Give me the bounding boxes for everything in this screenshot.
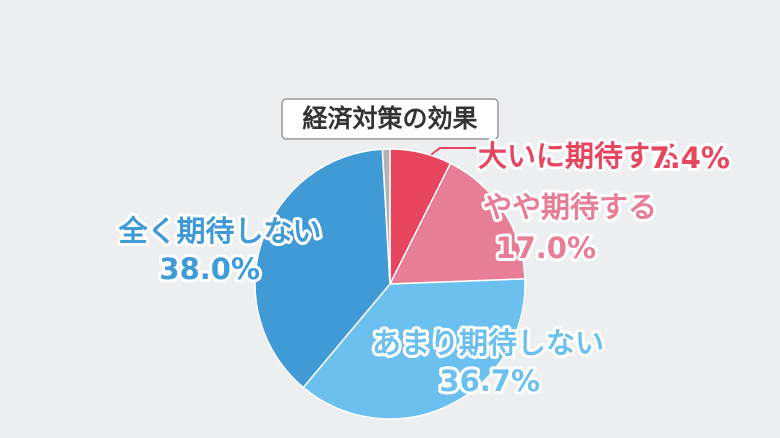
pie-slice <box>302 278 526 420</box>
category-label: 全く期待しない <box>117 214 321 248</box>
value-label: 38.0% <box>159 252 260 286</box>
category-label: 大いに期待する <box>478 139 681 173</box>
value-label: 7.4% <box>650 141 730 175</box>
value-label: 17.0% <box>495 231 596 265</box>
pie-slice <box>381 148 391 285</box>
pie-slice <box>388 162 526 285</box>
title-box <box>281 98 499 140</box>
pie-slice <box>254 148 391 389</box>
category-label: やや期待する <box>483 190 657 224</box>
value-label: 36.7% <box>439 364 540 398</box>
chart-title: 経済対策の効果 <box>302 104 477 133</box>
category-label: あまり期待しない <box>372 326 604 360</box>
